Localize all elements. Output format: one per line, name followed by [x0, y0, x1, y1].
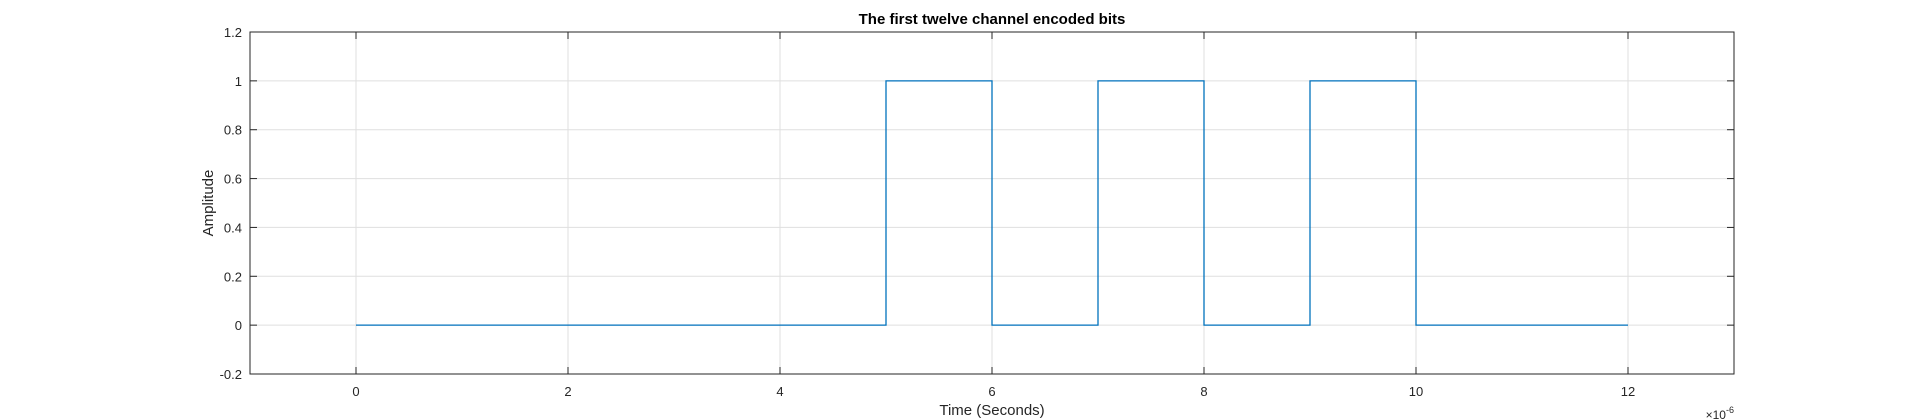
x-axis-title: Time (Seconds) — [939, 402, 1044, 419]
series-layer — [356, 80, 1628, 326]
x-tick-label: 8 — [1200, 384, 1207, 399]
y-tick-label: 0.8 — [224, 123, 242, 138]
x-exponent-label: ×10-6 — [1706, 405, 1734, 420]
x-tick-label: 6 — [988, 384, 995, 399]
x-tick-label: 4 — [776, 384, 783, 399]
y-tick-label: 1 — [235, 74, 242, 89]
y-tick-label: 0.4 — [224, 220, 242, 235]
x-tick-label: 10 — [1409, 384, 1423, 399]
y-tick-label: 1.2 — [224, 25, 242, 40]
y-tick-label: -0.2 — [220, 367, 242, 382]
x-exponent-base: ×10 — [1706, 408, 1727, 420]
ticks: 0 2 4 6 8 10 12 -0.2 0 0.2 0.4 0.6 0.8 1 1.2 — [220, 25, 1734, 399]
x-exponent-power: -6 — [1726, 405, 1734, 415]
series-line — [356, 80, 1628, 326]
x-tick-label: 0 — [352, 384, 359, 399]
y-tick-label: 0 — [235, 318, 242, 333]
x-tick-label: 2 — [564, 384, 571, 399]
y-tick-label: 0.2 — [224, 269, 242, 284]
y-axis-title: Amplitude — [200, 170, 217, 237]
chart-title: The first twelve channel encoded bits — [859, 11, 1126, 28]
x-tick-label: 12 — [1621, 384, 1635, 399]
y-tick-label: 0.6 — [224, 172, 242, 187]
